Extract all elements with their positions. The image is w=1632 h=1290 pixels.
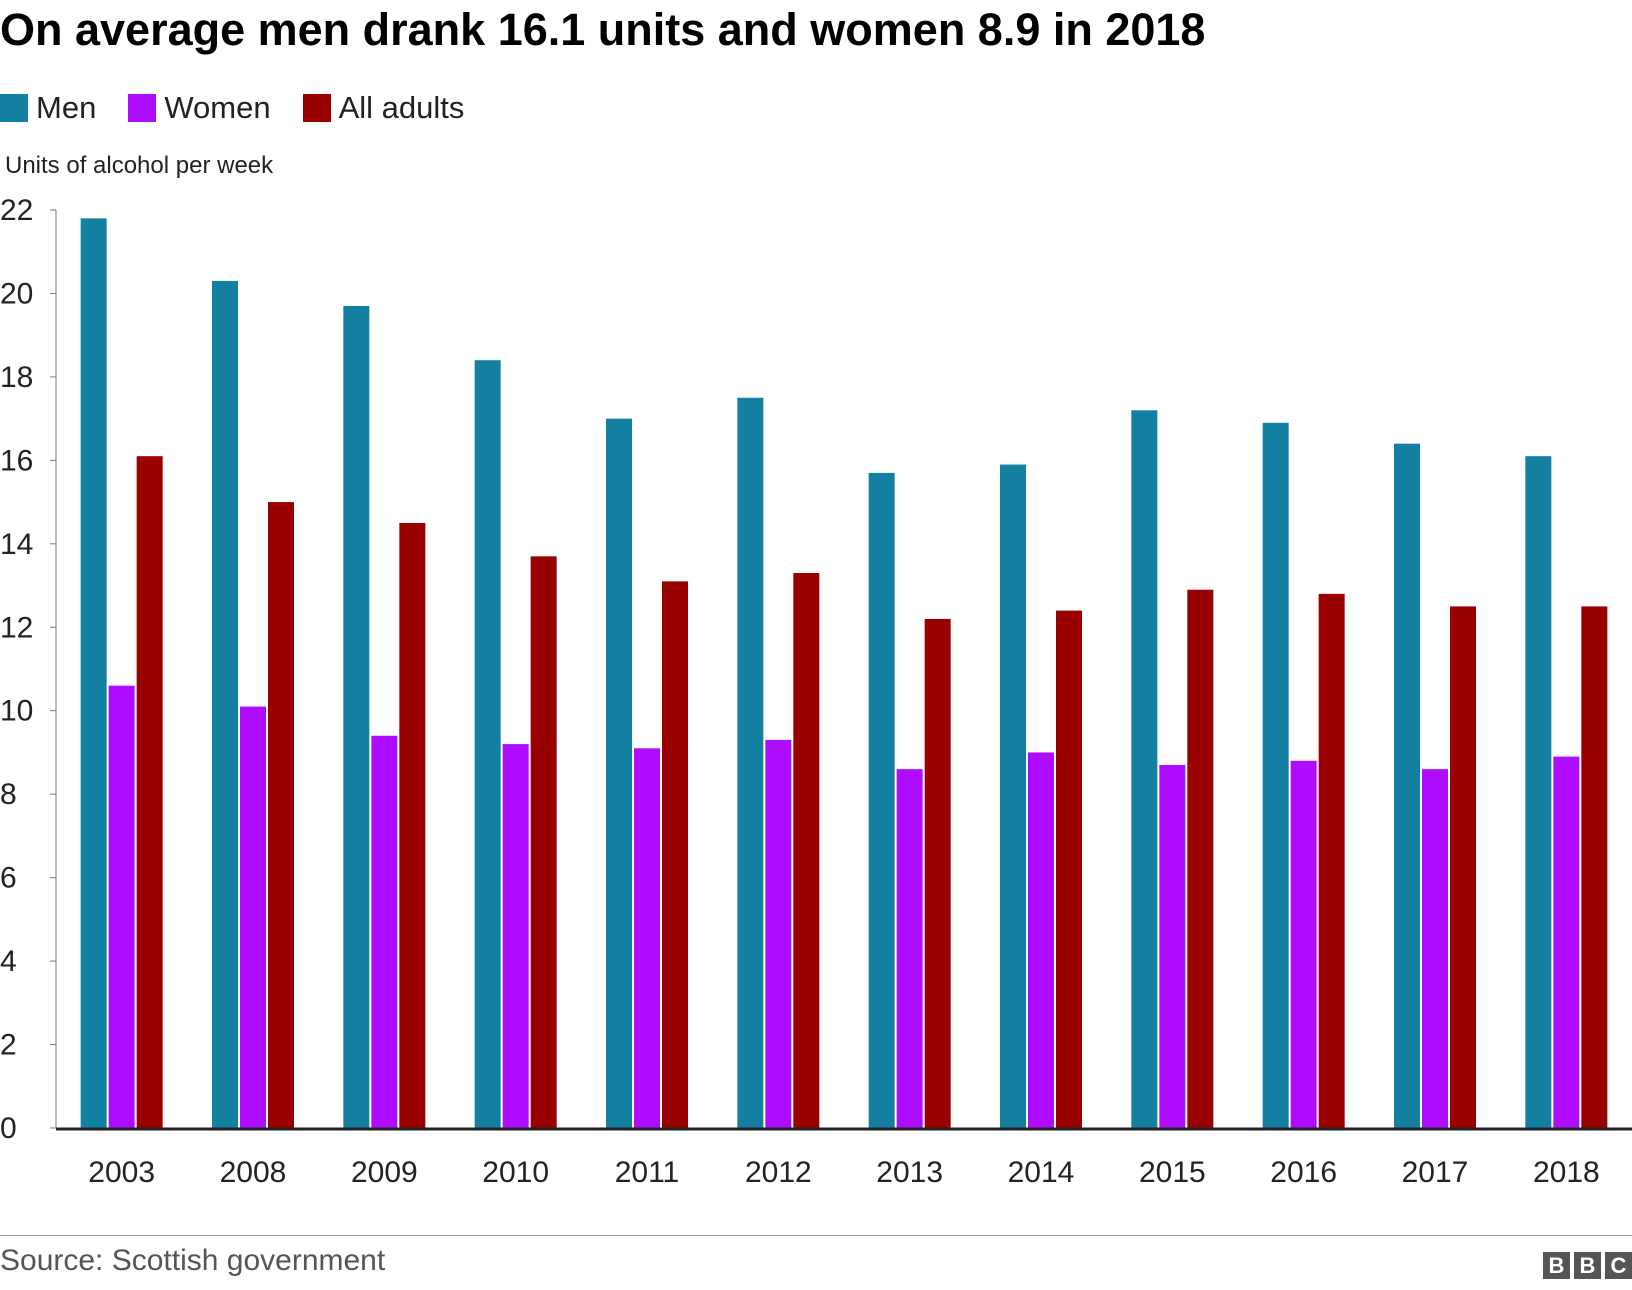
bar-all-adults-2011: [662, 581, 688, 1128]
x-tick-label: 2011: [615, 1156, 680, 1189]
bar-all-adults-2008: [268, 502, 294, 1128]
bar-men-2009: [343, 305, 370, 1128]
y-tick-label: 14: [0, 528, 33, 561]
bar-women-2014: [1028, 752, 1054, 1128]
bar-women-2003: [108, 685, 135, 1128]
bar-all-adults-2010: [530, 556, 557, 1128]
bar-all-adults-2017: [1450, 606, 1476, 1128]
x-tick-label: 2012: [745, 1156, 812, 1189]
y-tick-label: 6: [0, 862, 17, 895]
legend-item-women: Women: [128, 90, 271, 126]
bar-women-2010: [502, 744, 529, 1128]
y-tick-label: 2: [0, 1029, 17, 1062]
bar-women-2009: [371, 735, 398, 1128]
legend-swatch-women: [128, 94, 157, 122]
y-tick-label: 18: [0, 361, 33, 394]
bar-all-adults-2015: [1187, 589, 1214, 1128]
y-tick-label: 22: [0, 194, 33, 227]
bar-men-2016: [1262, 422, 1289, 1128]
bar-all-adults-2009: [399, 522, 426, 1128]
bar-women-2008: [240, 706, 266, 1128]
bar-women-2017: [1422, 769, 1448, 1128]
bar-men-2018: [1525, 456, 1552, 1128]
legend-label-women: Women: [164, 90, 271, 125]
y-axis-label: Units of alcohol per week: [5, 152, 274, 179]
x-tick-label: 2018: [1533, 1156, 1600, 1189]
bar-men-2015: [1131, 410, 1158, 1129]
bbc-logo-letter: B: [1543, 1252, 1570, 1279]
y-tick-label: 16: [0, 444, 33, 477]
y-tick-label: 0: [0, 1112, 17, 1145]
bar-men-2017: [1394, 443, 1420, 1128]
bbc-logo-letter: C: [1605, 1252, 1632, 1279]
x-tick-label: 2014: [1008, 1156, 1075, 1189]
bar-chart: 0 2 4 6 8 10 12 14 16 18 20 22 2003 2008 2009 2010 2011…: [0, 194, 1632, 1189]
x-tick-label: 2016: [1270, 1156, 1337, 1189]
bar-men-2011: [606, 418, 632, 1128]
y-tick-label: 20: [0, 277, 33, 310]
bar-men-2013: [868, 472, 895, 1128]
bar-men-2010: [474, 360, 501, 1129]
x-tick-label: 2008: [220, 1156, 287, 1189]
bar-men-2014: [1000, 464, 1026, 1128]
legend-label-men: Men: [36, 90, 97, 125]
bbc-logo: B B C: [1539, 1252, 1632, 1279]
x-tick-label: 2017: [1402, 1156, 1469, 1189]
bar-men-2008: [212, 280, 238, 1128]
y-tick-label: 10: [0, 695, 33, 728]
source-note: Source: Scottish government: [0, 1244, 386, 1277]
bar-all-adults-2014: [1056, 610, 1082, 1128]
bar-women-2011: [634, 748, 660, 1128]
bar-men-2003: [80, 218, 107, 1128]
x-tick-label: 2003: [88, 1156, 155, 1189]
legend: Men Women All adults: [0, 86, 496, 130]
bar-women-2015: [1159, 764, 1186, 1128]
legend-item-all-adults: All adults: [302, 90, 465, 126]
bar-women-2016: [1290, 760, 1317, 1128]
bar-women-2013: [896, 769, 923, 1128]
bar-men-2012: [737, 397, 764, 1129]
y-tick-label: 8: [0, 778, 17, 811]
bar-group: [80, 218, 1608, 1129]
legend-swatch-men: [0, 94, 28, 122]
legend-swatch-all-adults: [302, 94, 331, 122]
x-tick-label: 2010: [482, 1156, 549, 1189]
legend-item-men: Men: [0, 90, 96, 126]
bar-all-adults-2016: [1318, 593, 1345, 1128]
bar-women-2012: [765, 739, 792, 1128]
y-axis-ticks: 0 2 4 6 8 10 12 14 16 18 20 22: [0, 194, 56, 1145]
bbc-logo-letter: B: [1574, 1252, 1601, 1279]
x-tick-label: 2013: [876, 1156, 943, 1189]
bar-all-adults-2018: [1581, 606, 1608, 1128]
bar-all-adults-2012: [793, 573, 820, 1128]
y-tick-label: 4: [0, 945, 17, 978]
bar-all-adults-2013: [924, 618, 951, 1128]
x-tick-label: 2015: [1139, 1156, 1206, 1189]
footer-divider: [0, 1235, 1632, 1236]
bar-women-2018: [1553, 756, 1580, 1128]
y-tick-label: 12: [0, 611, 33, 644]
chart-title: On average men drank 16.1 units and wome…: [0, 4, 1206, 55]
x-tick-label: 2009: [351, 1156, 418, 1189]
x-axis-ticks: 2003 2008 2009 2010 2011 2012 2013 2014 2015 2016…: [88, 1156, 1599, 1189]
legend-label-all-adults: All adults: [338, 90, 465, 125]
bar-all-adults-2003: [136, 456, 163, 1128]
